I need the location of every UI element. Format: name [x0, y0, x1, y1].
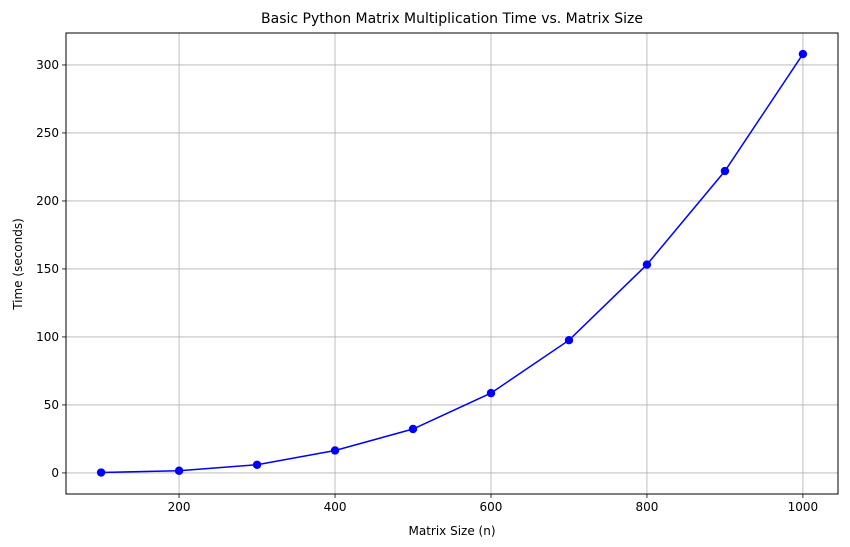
data-point — [564, 335, 574, 345]
data-point — [330, 446, 340, 455]
plot-frame — [65, 32, 839, 495]
y-tick-label: 100 — [36, 330, 59, 344]
data-point — [720, 166, 730, 176]
data-point — [96, 468, 106, 477]
x-tick-label: 200 — [168, 500, 191, 514]
y-tick-label: 250 — [36, 126, 59, 140]
y-tick-label: 50 — [44, 398, 59, 412]
x-tick-label: 800 — [635, 500, 658, 514]
x-tick-label: 1000 — [788, 500, 819, 514]
data-point — [486, 388, 496, 398]
data-point — [642, 260, 652, 269]
y-tick-label: 150 — [36, 262, 59, 276]
data-point — [174, 466, 184, 475]
y-tick-label: 300 — [36, 58, 59, 72]
grid — [66, 33, 838, 494]
x-tick-label: 600 — [480, 500, 503, 514]
x-tick-label: 400 — [324, 500, 347, 514]
series-line — [101, 53, 804, 474]
y-axis-label: Time (seconds) — [11, 218, 25, 311]
y-tick-label: 0 — [51, 466, 59, 480]
data-point — [798, 49, 808, 59]
plot-marks — [96, 49, 808, 477]
ticks: 200 400 600 800 1000 0 50 100 150 200 250 300 — [36, 58, 818, 514]
data-point — [408, 424, 418, 434]
data-point — [252, 460, 262, 469]
x-axis-label: Matrix Size (n) — [408, 524, 495, 538]
chart-title: Basic Python Matrix Multiplication Time … — [261, 11, 643, 27]
y-tick-label: 200 — [36, 194, 59, 208]
